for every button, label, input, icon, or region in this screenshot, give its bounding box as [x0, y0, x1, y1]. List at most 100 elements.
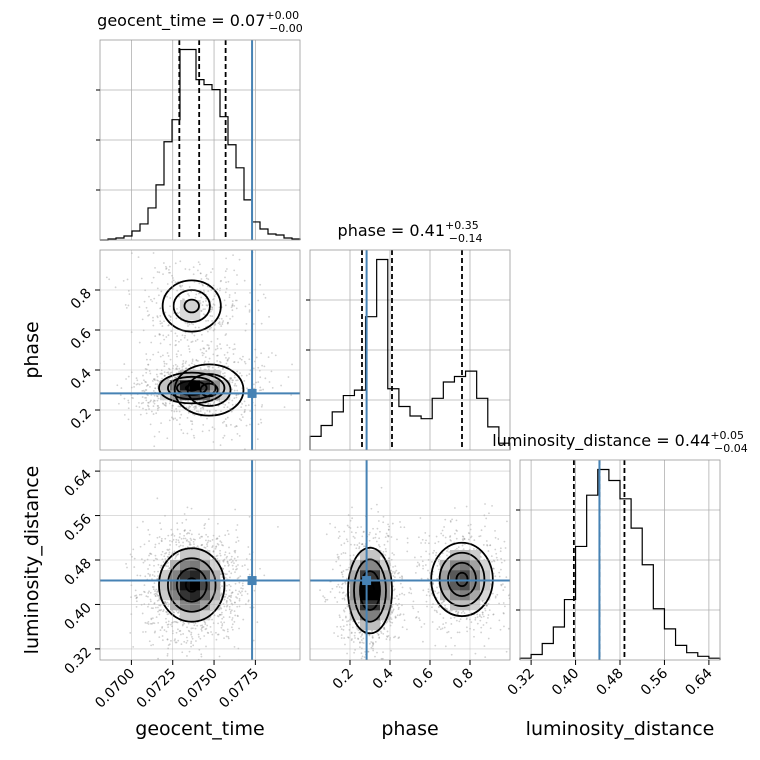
- scatter-point: [392, 608, 395, 611]
- scatter-point: [180, 413, 183, 416]
- scatter-point: [358, 631, 361, 634]
- scatter-point: [453, 507, 456, 509]
- scatter-point: [340, 553, 343, 555]
- density-cell: [170, 590, 181, 601]
- scatter-point: [502, 602, 505, 604]
- scatter-point: [135, 377, 138, 380]
- scatter-point: [494, 548, 497, 551]
- scatter-point: [191, 332, 194, 335]
- scatter-point: [169, 623, 172, 626]
- scatter-point: [451, 518, 453, 521]
- scatter-point: [128, 293, 131, 296]
- scatter-point: [142, 407, 144, 410]
- scatter-point: [190, 631, 193, 634]
- scatter-point: [351, 517, 354, 520]
- scatter-point: [331, 587, 334, 590]
- contour-line: [158, 371, 226, 405]
- scatter-point: [223, 621, 226, 624]
- scatter-point: [173, 611, 175, 614]
- scatter-point: [133, 386, 135, 388]
- scatter-point: [444, 536, 447, 539]
- scatter-point: [432, 552, 434, 554]
- scatter-point: [147, 620, 150, 623]
- scatter-point: [165, 267, 168, 270]
- scatter-point: [147, 605, 149, 608]
- scatter-point: [233, 343, 236, 346]
- scatter-point: [486, 544, 489, 547]
- scatter-point: [253, 383, 255, 386]
- scatter-point: [154, 594, 157, 597]
- scatter-point: [163, 360, 165, 363]
- scatter-point: [206, 365, 209, 368]
- scatter-point: [479, 535, 482, 537]
- scatter-point: [145, 306, 148, 309]
- scatter-point: [199, 407, 202, 410]
- scatter-point: [489, 544, 492, 547]
- scatter-point: [239, 575, 242, 578]
- density-cell: [220, 390, 231, 401]
- scatter-point: [502, 612, 505, 615]
- scatter-point: [127, 289, 130, 292]
- scatter-point: [219, 360, 221, 363]
- scatter-point: [184, 334, 186, 337]
- scatter-panel-geocent_time-phase: [99, 249, 317, 451]
- scatter-point: [185, 367, 188, 370]
- scatter-point: [150, 341, 153, 344]
- density-cell: [160, 570, 171, 581]
- scatter-point: [155, 302, 158, 304]
- scatter-point: [191, 358, 194, 361]
- scatter-point: [216, 345, 219, 347]
- scatter-point: [393, 597, 396, 600]
- scatter-point: [215, 555, 218, 558]
- scatter-point: [178, 536, 181, 539]
- scatter-point: [315, 416, 317, 418]
- scatter-point: [262, 388, 265, 391]
- scatter-point: [180, 429, 183, 431]
- scatter-point: [191, 362, 193, 365]
- density-cell: [450, 570, 461, 581]
- scatter-point: [166, 283, 169, 285]
- scatter-point: [204, 300, 207, 302]
- scatter-point: [185, 518, 188, 521]
- scatter-point: [187, 293, 189, 295]
- scatter-point: [233, 269, 236, 272]
- scatter-point: [176, 621, 179, 624]
- scatter-point: [368, 539, 371, 542]
- scatter-point: [148, 370, 151, 372]
- scatter-point: [153, 435, 156, 438]
- scatter-point: [406, 628, 408, 631]
- scatter-point: [150, 644, 153, 647]
- scatter-point: [216, 522, 219, 525]
- scatter-point: [443, 526, 445, 528]
- scatter-point: [219, 613, 222, 616]
- density-cell: [460, 550, 471, 561]
- scatter-point: [382, 550, 385, 553]
- scatter-point: [499, 550, 502, 553]
- scatter-point: [341, 573, 344, 576]
- scatter-point: [211, 545, 214, 547]
- scatter-point: [152, 390, 155, 392]
- scatter-point: [377, 520, 380, 522]
- scatter-point: [236, 614, 239, 617]
- scatter-point: [425, 539, 427, 542]
- scatter-point: [337, 537, 340, 539]
- scatter-point: [489, 544, 492, 547]
- scatter-point: [257, 381, 260, 383]
- scatter-point: [222, 375, 225, 378]
- scatter-point: [178, 367, 181, 370]
- scatter-point: [218, 321, 221, 324]
- scatter-point: [226, 351, 229, 354]
- scatter-point: [482, 615, 485, 618]
- scatter-point: [216, 537, 219, 540]
- scatter-point: [354, 631, 356, 634]
- scatter-point: [223, 420, 226, 423]
- scatter-point: [200, 629, 203, 632]
- scatter-point: [142, 561, 145, 564]
- scatter-point: [380, 657, 383, 660]
- scatter-point: [203, 291, 205, 293]
- scatter-point: [507, 594, 510, 597]
- scatter-point: [473, 539, 476, 541]
- scatter-point: [240, 419, 243, 422]
- scatter-point: [375, 540, 378, 543]
- scatter-point: [370, 507, 373, 510]
